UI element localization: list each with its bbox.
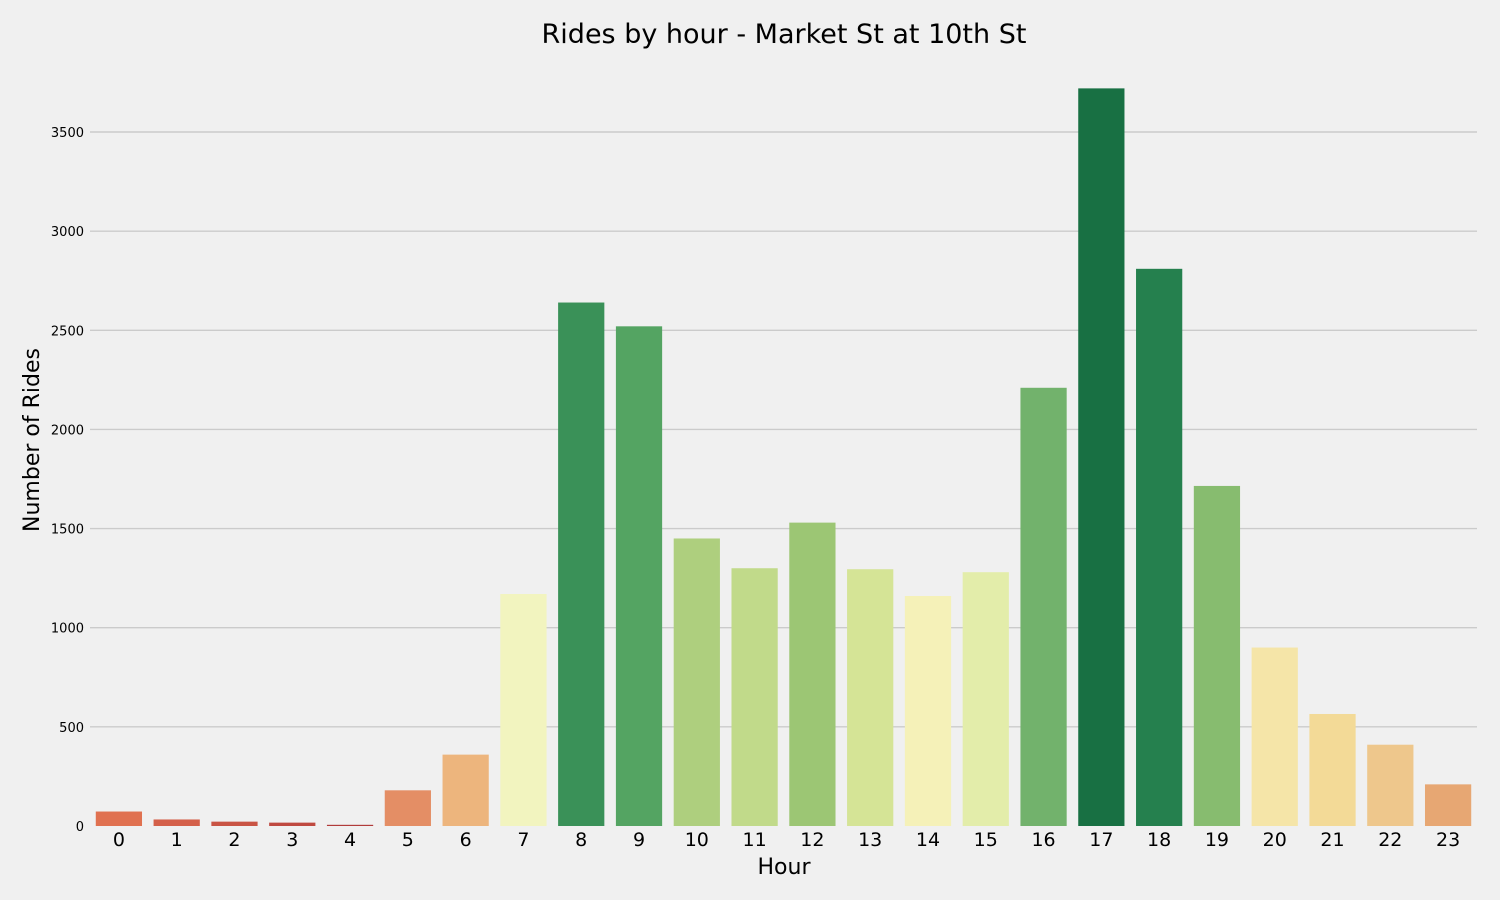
bar-hour-0 <box>95 811 143 826</box>
x-tick-label: 19 <box>1205 829 1229 851</box>
bar-hour-9 <box>615 326 663 826</box>
bar-hour-14 <box>904 595 952 826</box>
x-tick-label: 9 <box>633 829 645 851</box>
bar-hour-20 <box>1251 647 1298 826</box>
bar-hour-21 <box>1309 713 1356 826</box>
bar-hour-19 <box>1193 485 1241 826</box>
bar-hour-17 <box>1078 88 1125 827</box>
bar-hour-13 <box>847 569 894 826</box>
bar-hour-10 <box>673 538 720 826</box>
x-tick-label: 18 <box>1147 829 1171 851</box>
y-axis-label: Number of Rides <box>20 348 45 532</box>
x-axis-label: Hour <box>758 855 812 880</box>
bar-hour-3 <box>269 822 316 826</box>
x-tick-label: 23 <box>1436 829 1460 851</box>
bar-hour-15 <box>962 572 1009 826</box>
x-tick-label: 12 <box>800 829 824 851</box>
x-tick-label: 21 <box>1320 829 1344 851</box>
x-tick-label: 7 <box>517 829 529 851</box>
x-tick-label: 16 <box>1031 829 1055 851</box>
bar-hour-11 <box>731 568 778 826</box>
x-tick-label: 6 <box>460 829 472 851</box>
y-tick-label: 1000 <box>51 622 84 637</box>
x-tick-label: 11 <box>743 829 767 851</box>
x-tick-label: 8 <box>575 829 587 851</box>
bars <box>95 88 1472 827</box>
bar-hour-2 <box>211 821 258 826</box>
bar-hour-23 <box>1424 784 1472 826</box>
bar-hour-1 <box>153 819 200 826</box>
x-tick-label: 15 <box>974 829 998 851</box>
bar-hour-7 <box>500 594 547 826</box>
y-tick-label: 0 <box>76 820 84 835</box>
bar-hour-5 <box>384 790 431 826</box>
x-tick-label: 14 <box>916 829 940 851</box>
chart-title: Rides by hour - Market St at 10th St <box>542 19 1027 50</box>
y-tick-label: 3500 <box>51 126 84 141</box>
y-tick-label: 1500 <box>51 523 84 538</box>
y-tick-label: 2500 <box>51 324 84 339</box>
x-tick-label: 17 <box>1089 829 1113 851</box>
bar-hour-18 <box>1136 268 1183 826</box>
x-tick-label: 1 <box>171 829 183 851</box>
bar-hour-6 <box>442 754 489 826</box>
x-tick-label: 2 <box>228 829 240 851</box>
x-tick-label: 10 <box>685 829 709 851</box>
x-tick-label: 20 <box>1263 829 1287 851</box>
bar-hour-16 <box>1020 387 1067 826</box>
y-tick-label: 500 <box>59 721 84 736</box>
x-tick-label: 5 <box>402 829 414 851</box>
y-tick-label: 3000 <box>51 225 84 240</box>
x-tick-label: 0 <box>113 829 125 851</box>
y-tick-label: 2000 <box>51 423 84 438</box>
bar-hour-22 <box>1367 744 1414 826</box>
x-tick-label: 22 <box>1378 829 1402 851</box>
y-tick-labels: 0 500 1000 1500 2000 2500 3000 3500 <box>51 126 84 835</box>
y-gridlines <box>90 131 1477 728</box>
bar-hour-4 <box>326 824 374 826</box>
x-tick-labels: 0 1 2 3 4 5 6 7 8 9 10 11 12 13 14 15 16 17 18 19 20 21 22 23 <box>113 829 1460 851</box>
x-tick-label: 3 <box>286 829 298 851</box>
bar-hour-8 <box>558 302 605 826</box>
bar-hour-12 <box>789 522 836 826</box>
x-tick-label: 13 <box>858 829 882 851</box>
x-tick-label: 4 <box>344 829 356 851</box>
